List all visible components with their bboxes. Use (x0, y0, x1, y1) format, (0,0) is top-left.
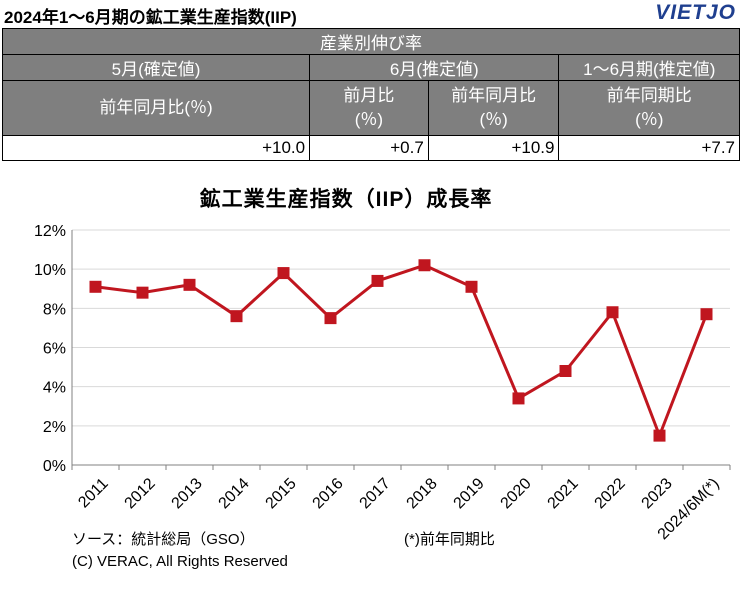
footnote-text: (*)前年同期比 (404, 531, 495, 548)
header-may-yoy: 前年同月比(％) (1, 80, 311, 136)
data-point (230, 310, 243, 323)
x-tick-label: 2011 (75, 475, 111, 511)
value-june-mom: +0.7 (309, 135, 429, 161)
data-point (512, 392, 525, 405)
y-tick-label: 0% (43, 458, 66, 475)
data-point (371, 274, 384, 287)
x-tick-label: 2020 (497, 475, 534, 512)
value-may-yoy: +10.0 (1, 135, 311, 161)
data-point (136, 286, 149, 299)
y-tick-label: 2% (43, 419, 66, 436)
value-june-yoy: +10.9 (427, 135, 560, 161)
x-tick-label: 2016 (309, 475, 346, 512)
x-tick-label: 2022 (591, 475, 628, 512)
header-may: 5月(確定値) (1, 54, 311, 81)
series-line (95, 263, 708, 440)
data-point (559, 365, 572, 377)
header-h1-yoy-line1: 前年同期比 (606, 86, 692, 105)
data-point (277, 267, 290, 280)
header-h1-yoy: 前年同期比 (％) (558, 80, 740, 136)
x-tick-label: 2018 (403, 475, 440, 512)
header-h1: 1～6月期(推定値) (558, 54, 740, 81)
table-group-header: 産業別伸び率 (2, 28, 740, 55)
y-tick-label: 12% (34, 223, 66, 240)
x-tick-label: 2021 (544, 475, 581, 512)
y-axis-tick-labels: 0% 2% 4% 6% 8% 10% 12% (34, 223, 66, 475)
header-june-mom: 前月比 (％) (309, 80, 429, 136)
series-markers (89, 259, 713, 442)
data-point (653, 429, 666, 442)
copyright-text: (C) VERAC, All Rights Reserved (72, 553, 288, 570)
y-tick-label: 8% (43, 301, 66, 318)
growth-summary-table: 産業別伸び率 5月(確定値) 6月(推定値) 1～6月期(推定値) 前年同月比(… (1, 28, 740, 161)
data-point (89, 280, 102, 293)
iip-growth-chart: 鉱工業生産指数（IIP）成長率 0% 2% 4% 6% 8% 10% 12% 2011 201… (34, 187, 731, 543)
header-june-yoy-line2: (％) (479, 110, 508, 129)
x-tick-label: 2013 (168, 475, 205, 512)
x-tick-label: 2017 (356, 475, 393, 512)
data-point (700, 308, 713, 321)
data-point (418, 259, 431, 272)
x-tick-label: 2019 (450, 475, 487, 512)
y-tick-label: 4% (43, 380, 66, 397)
header-june-yoy: 前年同月比 (％) (427, 80, 560, 136)
x-tick-label: 2023 (638, 475, 675, 512)
chart-gridlines (71, 229, 731, 470)
data-point (183, 278, 196, 291)
header-june-yoy-line1: 前年同月比 (451, 86, 537, 105)
x-tick-label: 2012 (121, 475, 158, 512)
header-june-mom-line1: 前月比 (343, 86, 395, 105)
x-tick-label: 2014 (215, 475, 252, 512)
data-point (606, 306, 619, 319)
chart-title: 鉱工業生産指数（IIP）成長率 (200, 187, 493, 211)
data-point (465, 280, 478, 293)
header-h1-yoy-line2: (％) (635, 110, 664, 129)
source-text: ソース：統計総局（GSO） (72, 531, 255, 548)
vietjo-logo: VIETJO (655, 1, 736, 24)
y-tick-label: 10% (34, 262, 66, 279)
value-h1-yoy: +7.7 (558, 135, 740, 161)
y-tick-label: 6% (43, 341, 66, 358)
header-june-mom-line2: (％) (354, 110, 384, 129)
data-point (324, 312, 337, 325)
x-tick-label: 2015 (262, 475, 299, 512)
header-june: 6月(推定値) (309, 54, 560, 81)
page-title: 2024年1～6月期の鉱工業生産指数(IIP) (4, 8, 297, 27)
